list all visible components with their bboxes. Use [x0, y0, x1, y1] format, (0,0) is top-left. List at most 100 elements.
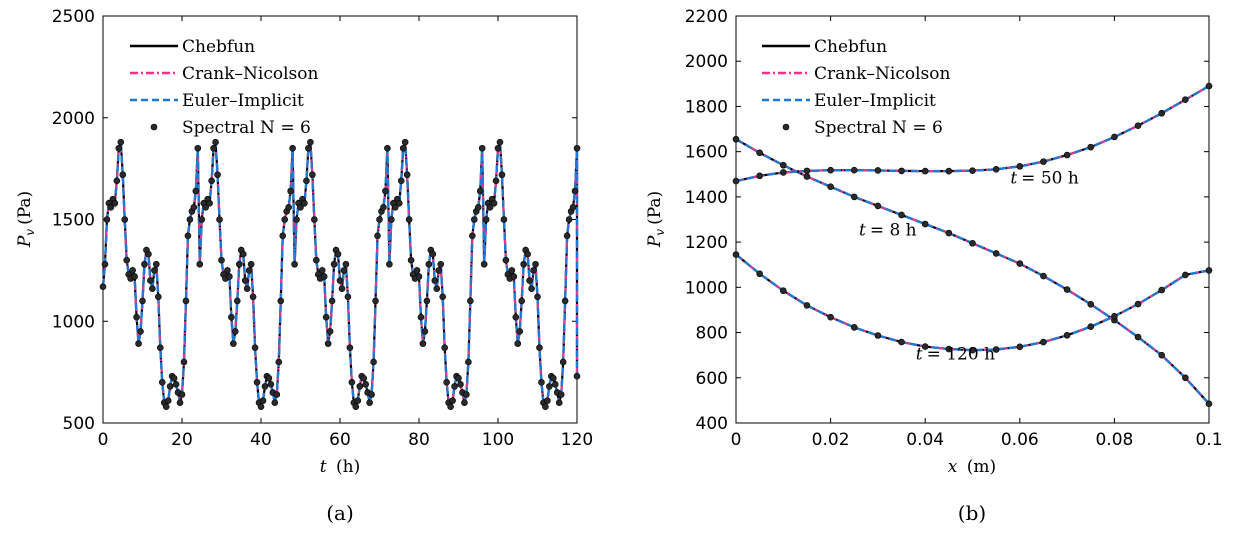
- a-ytick-label: 500: [63, 414, 95, 434]
- a-spectral-point: [534, 293, 541, 301]
- b-curve0-spectral-point: [779, 161, 787, 169]
- b-xtick-label: 0.08: [1095, 430, 1133, 450]
- b-xtick-label: 0.02: [812, 430, 850, 450]
- a-ytick-label: 2000: [52, 109, 95, 129]
- b-curve1-spectral-point: [945, 167, 953, 175]
- a-spectral-point: [232, 328, 239, 335]
- a-spectral-point: [121, 216, 129, 223]
- b-curve0-spectral-point: [969, 239, 976, 247]
- a-spectral-point: [326, 328, 334, 335]
- b-ytick-label: 1200: [685, 233, 728, 253]
- a-spectral-point: [463, 391, 470, 398]
- a-spectral-point: [153, 260, 160, 268]
- a-spectral-point: [425, 260, 433, 268]
- a-spectral-point: [508, 267, 516, 274]
- a-spectral-point: [103, 216, 111, 223]
- a-spectral-point: [287, 187, 294, 195]
- a-spectral-point: [334, 250, 342, 258]
- a-spectral-point: [151, 267, 158, 274]
- a-spectral-point: [348, 378, 356, 386]
- b-curve0-spectral-point: [803, 173, 811, 180]
- b-curve-annotation: t = 120 h: [916, 345, 995, 365]
- a-ytick-label: 1500: [52, 211, 95, 231]
- y-axis-label-b: Pv(Pa): [645, 191, 667, 248]
- a-spectral-point: [372, 297, 379, 305]
- b-curve0-spectral-point: [1063, 286, 1071, 293]
- a-spectral-point: [421, 328, 429, 335]
- a-spectral-point: [218, 256, 225, 264]
- b-curve2-spectral-point: [1087, 323, 1095, 330]
- a-spectral-point: [271, 399, 279, 406]
- a-spectral-point: [415, 273, 423, 280]
- a-spectral-point: [538, 378, 545, 386]
- a-spectral-point: [561, 297, 569, 305]
- a-spectral-point: [279, 232, 287, 240]
- a-spectral-point: [119, 171, 127, 179]
- a-spectral-point: [145, 250, 152, 258]
- b-curve1-spectral-point: [850, 166, 858, 174]
- a-spectral-point: [158, 378, 166, 386]
- a-spectral-point: [273, 391, 281, 398]
- a-spectral-point: [275, 358, 283, 366]
- a-spectral-point: [206, 199, 213, 207]
- a-spectral-point: [520, 260, 527, 268]
- b-ytick-label: 800: [696, 324, 728, 344]
- b-legend-label: Crank–Nicolson: [814, 64, 950, 84]
- a-spectral-point: [374, 232, 381, 240]
- a-spectral-point: [247, 260, 255, 268]
- b-curve0-spectral-point: [1087, 300, 1095, 308]
- a-spectral-point: [147, 277, 154, 284]
- b-ytick-label: 1800: [685, 97, 728, 117]
- a-spectral-point: [235, 260, 243, 268]
- b-curve1-spectral-point: [1016, 163, 1024, 170]
- a-spectral-point: [360, 374, 368, 382]
- a-spectral-point: [376, 216, 383, 223]
- b-curve-annotation: t = 8 h: [859, 220, 917, 240]
- a-spectral-point: [423, 297, 431, 305]
- a-spectral-point: [526, 277, 533, 284]
- a-spectral-point: [542, 403, 549, 411]
- b-curve0-spectral-point: [921, 220, 929, 228]
- a-spectral-point: [336, 277, 344, 284]
- a-spectral-point: [172, 381, 180, 388]
- a-spectral-point: [251, 344, 259, 352]
- b-curve1-spectral-point: [1134, 122, 1142, 129]
- b-curve1-spectral-point: [921, 167, 929, 175]
- a-spectral-point: [433, 285, 441, 292]
- a-spectral-point: [338, 285, 346, 292]
- a-spectral-point: [467, 297, 474, 305]
- b-curve2-spectral-point: [756, 270, 763, 278]
- a-spectral-point: [178, 391, 186, 398]
- a-spectral-point: [559, 358, 567, 366]
- a-spectral-point: [291, 260, 298, 268]
- a-spectral-point: [184, 232, 192, 240]
- b-curve0-spectral-point: [1016, 260, 1024, 267]
- b-curve1-spectral-point: [1158, 109, 1165, 117]
- a-spectral-point: [253, 378, 261, 386]
- a-spectral-point: [192, 187, 200, 195]
- a-spectral-point: [265, 374, 273, 382]
- caption-a: (a): [326, 501, 354, 525]
- a-spectral-point: [498, 171, 506, 179]
- a-spectral-point: [301, 199, 308, 207]
- a-spectral-point: [441, 344, 448, 352]
- a-legend-label: Spectral N = 6: [182, 118, 311, 138]
- a-spectral-point: [492, 177, 500, 185]
- a-spectral-point: [490, 199, 498, 207]
- a-spectral-point: [502, 256, 510, 264]
- b-curve1-spectral-point: [1205, 82, 1213, 90]
- a-spectral-point: [202, 203, 209, 211]
- a-spectral-point: [297, 203, 304, 211]
- plot-a: [99, 138, 581, 411]
- a-spectral-point: [208, 177, 215, 185]
- a-spectral-point: [407, 256, 415, 264]
- a-spectral-point: [194, 144, 202, 152]
- a-spectral-point: [401, 138, 409, 146]
- a-spectral-point: [210, 144, 217, 152]
- a-spectral-point: [476, 187, 484, 195]
- a-spectral-point: [494, 144, 502, 152]
- a-xtick-label: 80: [408, 430, 430, 450]
- a-spectral-point: [259, 397, 267, 404]
- a-spectral-point: [307, 138, 314, 146]
